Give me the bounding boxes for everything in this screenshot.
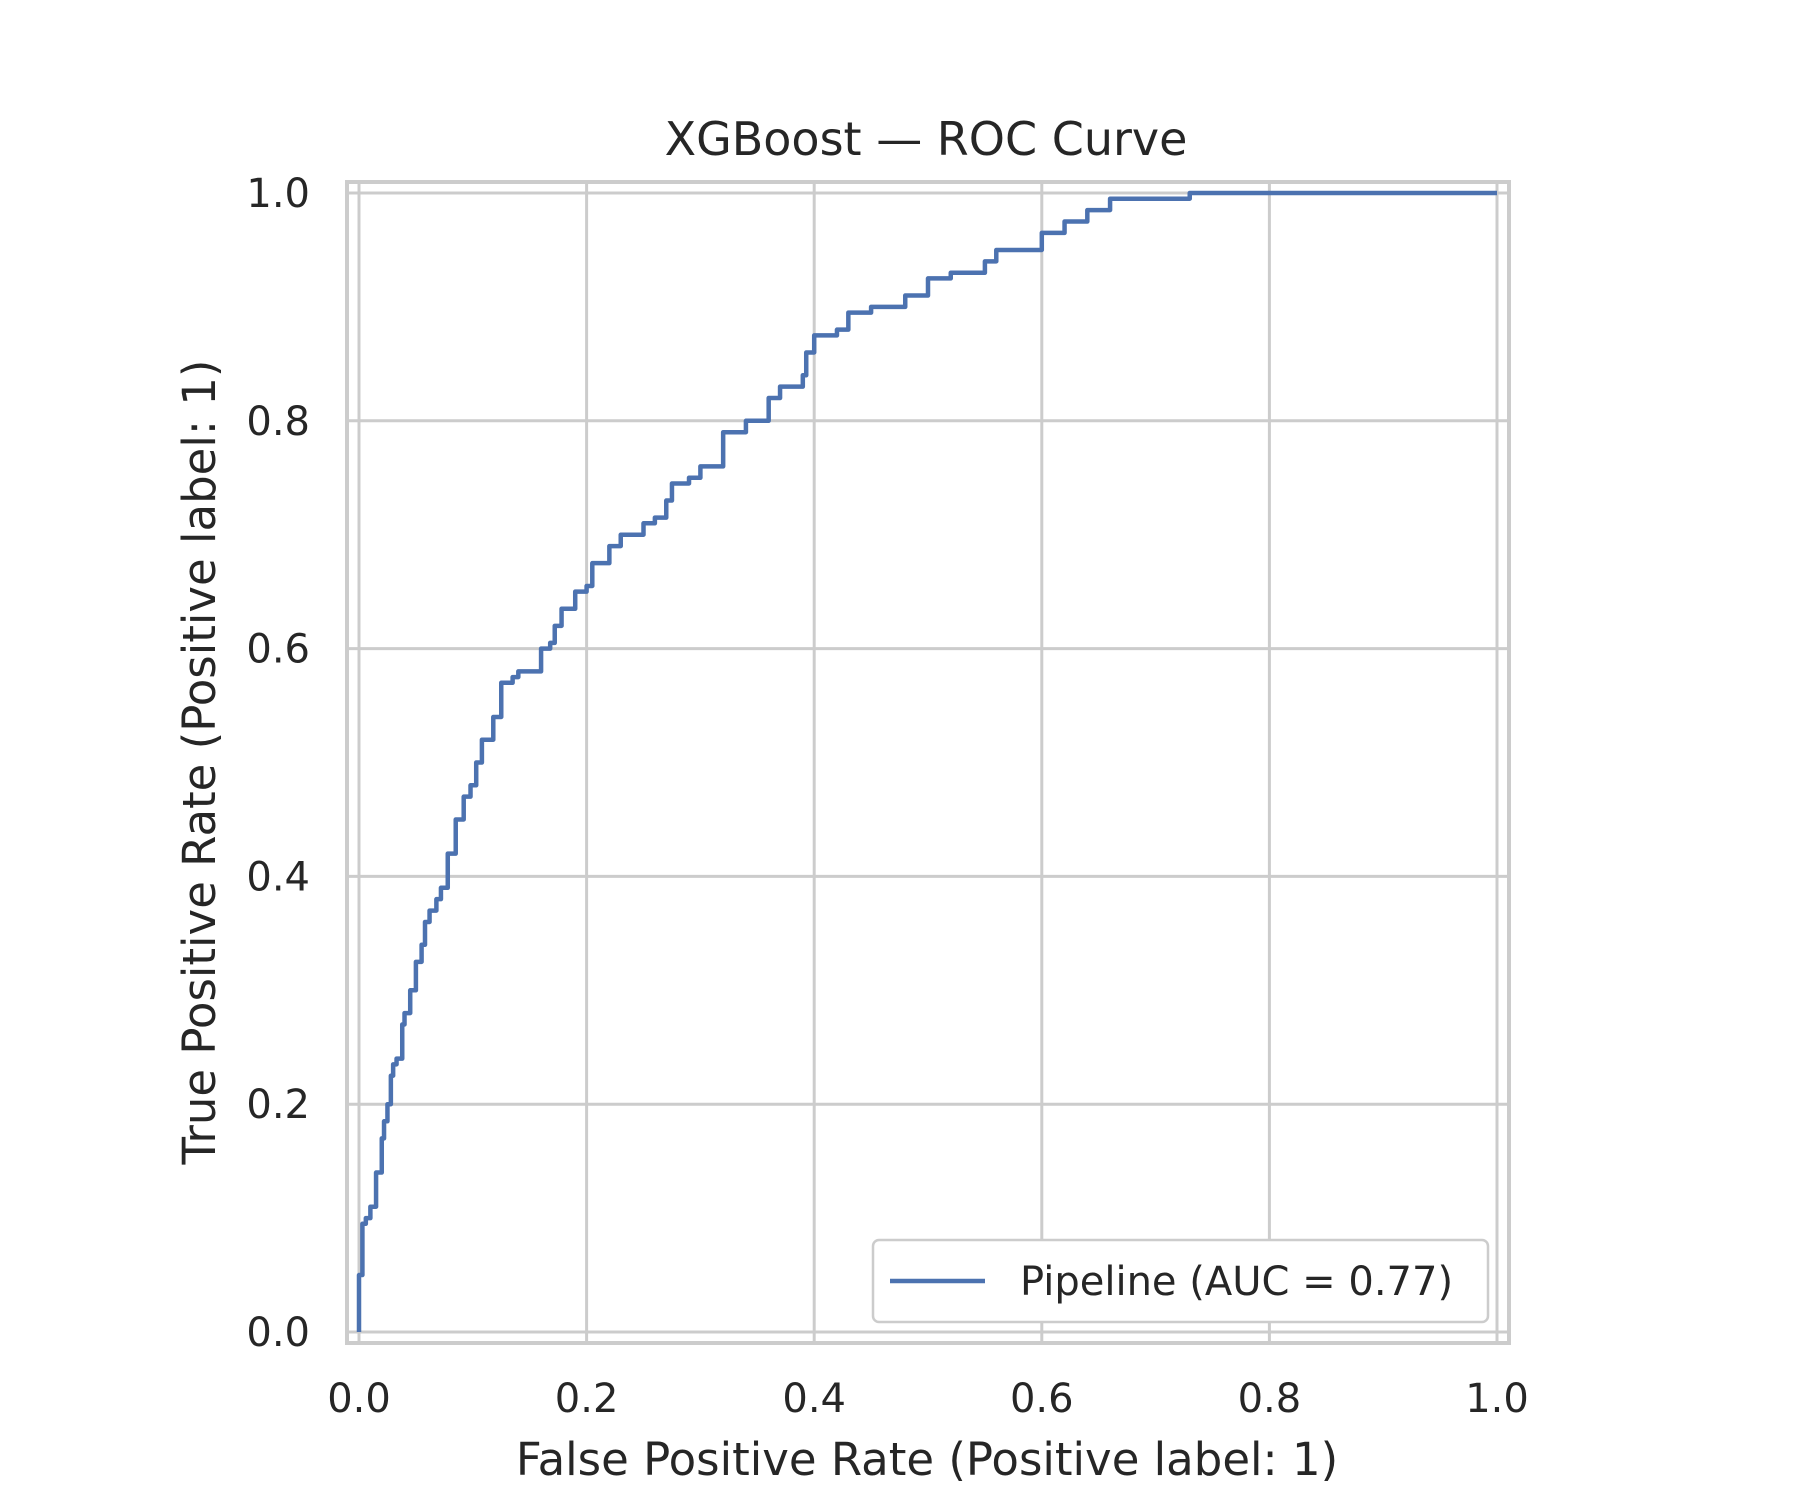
y-tick-label: 0.2 bbox=[246, 1082, 310, 1128]
x-tick-label: 0.4 bbox=[782, 1376, 846, 1422]
y-tick-label: 0.4 bbox=[246, 854, 310, 900]
x-tick-labels: 0.0 0.2 0.4 0.6 0.8 1.0 bbox=[327, 1376, 1529, 1422]
y-tick-labels: 0.0 0.2 0.4 0.6 0.8 1.0 bbox=[246, 171, 310, 1356]
y-axis-label: True Positive Rate (Positive label: 1) bbox=[173, 360, 226, 1166]
y-tick-label: 0.8 bbox=[246, 399, 310, 445]
y-tick-label: 1.0 bbox=[246, 171, 310, 217]
x-tick-label: 1.0 bbox=[1465, 1376, 1529, 1422]
y-tick-label: 0.0 bbox=[246, 1310, 310, 1356]
x-tick-label: 0.8 bbox=[1238, 1376, 1302, 1422]
x-tick-label: 0.6 bbox=[1010, 1376, 1074, 1422]
legend-box bbox=[871, 1238, 1490, 1324]
series-layer bbox=[356, 190, 1497, 1332]
roc-curve-line bbox=[356, 190, 1497, 1332]
grid bbox=[347, 182, 1509, 1343]
x-tick-label: 0.0 bbox=[327, 1376, 391, 1422]
legend-label: Pipeline (AUC = 0.77) bbox=[1020, 1259, 1453, 1305]
x-axis-label: False Positive Rate (Positive label: 1) bbox=[516, 1433, 1338, 1486]
x-tick-label: 0.2 bbox=[555, 1376, 619, 1422]
chart-title: XGBoost — ROC Curve bbox=[665, 112, 1188, 166]
y-tick-label: 0.6 bbox=[246, 627, 310, 673]
legend: Pipeline (AUC = 0.77) bbox=[871, 1238, 1490, 1324]
plot-frame bbox=[345, 180, 1511, 1345]
